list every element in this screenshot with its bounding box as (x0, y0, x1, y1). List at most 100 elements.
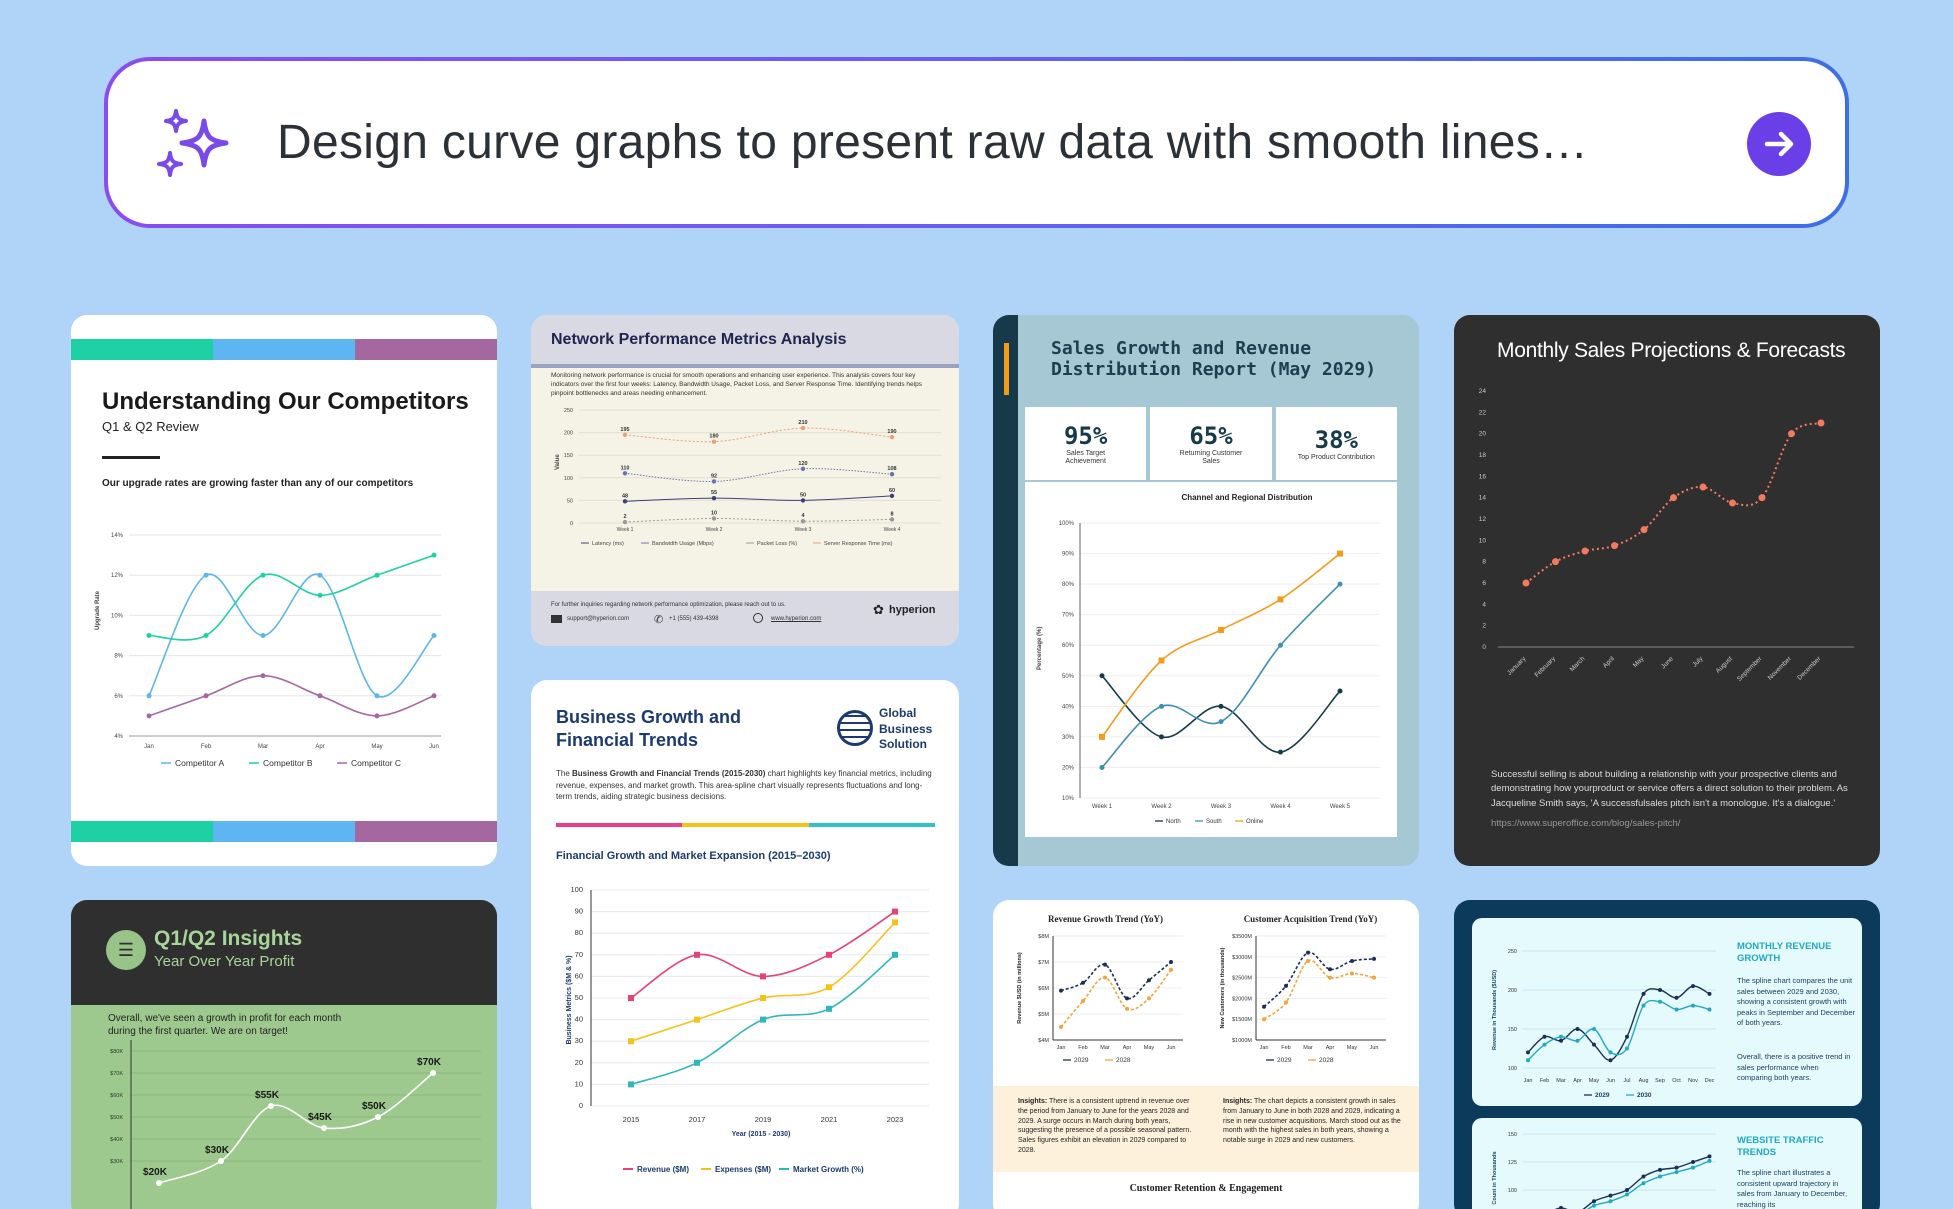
data-point (892, 908, 898, 915)
series-server-response (624, 427, 893, 443)
tick-label: 250 (1508, 949, 1517, 955)
axis-label: Count in Thousands (1492, 1151, 1498, 1204)
tick-label: 20% (1062, 765, 1075, 771)
template-card-sales-growth[interactable]: Sales Growth and Revenue Distribution Re… (993, 315, 1419, 866)
tick-label: 100 (570, 885, 583, 894)
tick-label: 12% (111, 573, 124, 579)
quote: Successful selling is about building a r… (1491, 769, 1848, 809)
tick-label: 100 (1508, 1066, 1517, 1072)
tick-label: 100 (564, 476, 573, 482)
template-card-business[interactable]: Business Growth and Financial Trends Glo… (531, 680, 959, 1209)
arrow-right-icon (1764, 131, 1794, 157)
tick-label: 4 (1482, 601, 1486, 608)
data-point (1526, 1050, 1530, 1055)
tick-label: Mar (1100, 1045, 1110, 1051)
template-card-revenue-customer[interactable]: Revenue Growth Trend (YoY) Customer Acqu… (993, 900, 1419, 1209)
prompt-text[interactable]: Design curve graphs to present raw data … (277, 116, 1589, 169)
data-point (1099, 673, 1105, 679)
tick-label: 30% (1062, 735, 1075, 741)
tick-label: 6 (1482, 580, 1486, 587)
tick-label: $7M (1038, 960, 1049, 966)
prompt-input-area[interactable]: Design curve graphs to present raw data … (108, 61, 1845, 224)
axis-label: Upgrade Rate (95, 590, 101, 630)
tick-label: 70% (1062, 613, 1075, 619)
tick-label: Aug (1639, 1078, 1649, 1084)
template-card-monthly-sales[interactable]: Monthly Sales Projections & Forecasts 24… (1454, 315, 1880, 866)
data-label: $45K (308, 1112, 333, 1123)
data-point (1575, 1038, 1580, 1043)
stats-row: 95% Sales Target Achievement 65% Returning … (1025, 407, 1397, 480)
tick-label: Jan (1524, 1078, 1533, 1084)
tick-label: Jun (429, 744, 439, 750)
data-point (146, 713, 152, 719)
tick-label: Oct (1672, 1078, 1681, 1084)
left-chart-title: Revenue Growth Trend (YoY) (1047, 914, 1164, 924)
prompt-bar[interactable]: Design curve graphs to present raw data … (104, 57, 1849, 228)
template-card-monthly-revenue[interactable]: 250 200 150 100 Jan Feb Mar Apr May Jun Jul Aug Sep O… (1454, 900, 1880, 1209)
template-card-insights[interactable]: ☰ Q1/Q2 Insights Year Over Year Profit O… (71, 900, 497, 1209)
tick-label: $40K (110, 1137, 123, 1143)
data-point (1552, 558, 1559, 566)
legend-label: Expenses ($M) (715, 1165, 771, 1174)
data-point (1337, 688, 1343, 694)
section-footer: Customer Retention & Engagement (1129, 1183, 1283, 1194)
data-point (892, 951, 898, 958)
tick-label: 80 (575, 928, 583, 937)
legend-label: Packet Loss (%) (757, 541, 797, 547)
tick-label: 200 (564, 431, 573, 437)
tick-label: 22 (1479, 409, 1487, 416)
tick-label: Jul (1623, 1078, 1630, 1084)
data-label: 92 (711, 473, 717, 479)
data-point (1707, 991, 1712, 996)
tick-label: $4M (1038, 1038, 1049, 1044)
series-sales (1525, 422, 1822, 584)
data-point (1284, 1000, 1288, 1005)
series-2028 (1060, 969, 1172, 1028)
data-point (260, 673, 266, 679)
data-label: 190 (887, 429, 896, 435)
legend-label: Competitor B (263, 758, 313, 768)
axis-label: Business Metrics ($M & %) (566, 955, 573, 1044)
data-point (628, 995, 634, 1001)
data-point (1559, 1205, 1563, 1209)
tick-label: Week 4 (1270, 804, 1291, 810)
series-profit (158, 1072, 434, 1184)
tick-label: $1500M (1232, 1017, 1252, 1023)
tick-label: Week 3 (795, 527, 812, 533)
series-latency (624, 495, 893, 502)
legend-label: 2028 (1116, 1057, 1131, 1064)
right-insight: Insights: The chart depicts a consistent… (1223, 1098, 1401, 1145)
stat-label: Top Product Contribution (1297, 453, 1375, 461)
stat-value: 65% (1189, 421, 1233, 450)
template-card-competitors[interactable]: Understanding Our Competitors Q1 & Q2 Re… (71, 315, 497, 866)
legend-label: Latency (ms) (592, 541, 624, 547)
tick-label: 20 (1479, 431, 1487, 438)
legend-label: Market Growth (%) (793, 1165, 864, 1174)
tick-label: 4% (114, 734, 123, 740)
template-card-network[interactable]: Network Performance Metrics Analysis Mon… (531, 315, 959, 646)
tick-label: Nov (1688, 1078, 1698, 1084)
tick-label: 2015 (623, 1115, 640, 1124)
data-point (694, 1016, 700, 1023)
legend-label: 2029 (1595, 1092, 1610, 1099)
submit-button[interactable] (1747, 112, 1811, 176)
tick-label: $50K (110, 1115, 123, 1121)
tick-label: 2021 (821, 1115, 838, 1124)
tick-label: Feb (201, 744, 212, 750)
series-competitor-c (148, 674, 435, 717)
card-title: Network Performance Metrics Analysis (551, 331, 847, 348)
data-point (1337, 581, 1343, 587)
tick-label: January (1506, 655, 1528, 677)
data-point (260, 633, 266, 638)
data-point (1641, 991, 1646, 996)
data-label: 195 (620, 427, 629, 433)
data-point (1103, 962, 1107, 967)
tick-label: 50 (575, 993, 583, 1002)
tick-label: May (371, 744, 382, 750)
tick-label: 16 (1479, 473, 1487, 480)
data-point (1559, 1034, 1563, 1039)
tick-label: Week 2 (706, 527, 723, 533)
monthly-revenue-chart: 250 200 150 100 Jan Feb Mar Apr May Jun Jul Aug Sep O… (1492, 949, 1716, 1099)
source-link[interactable]: https://www.superoffice.com/blog/sales-p… (1491, 818, 1681, 829)
series-expenses (630, 921, 896, 1042)
